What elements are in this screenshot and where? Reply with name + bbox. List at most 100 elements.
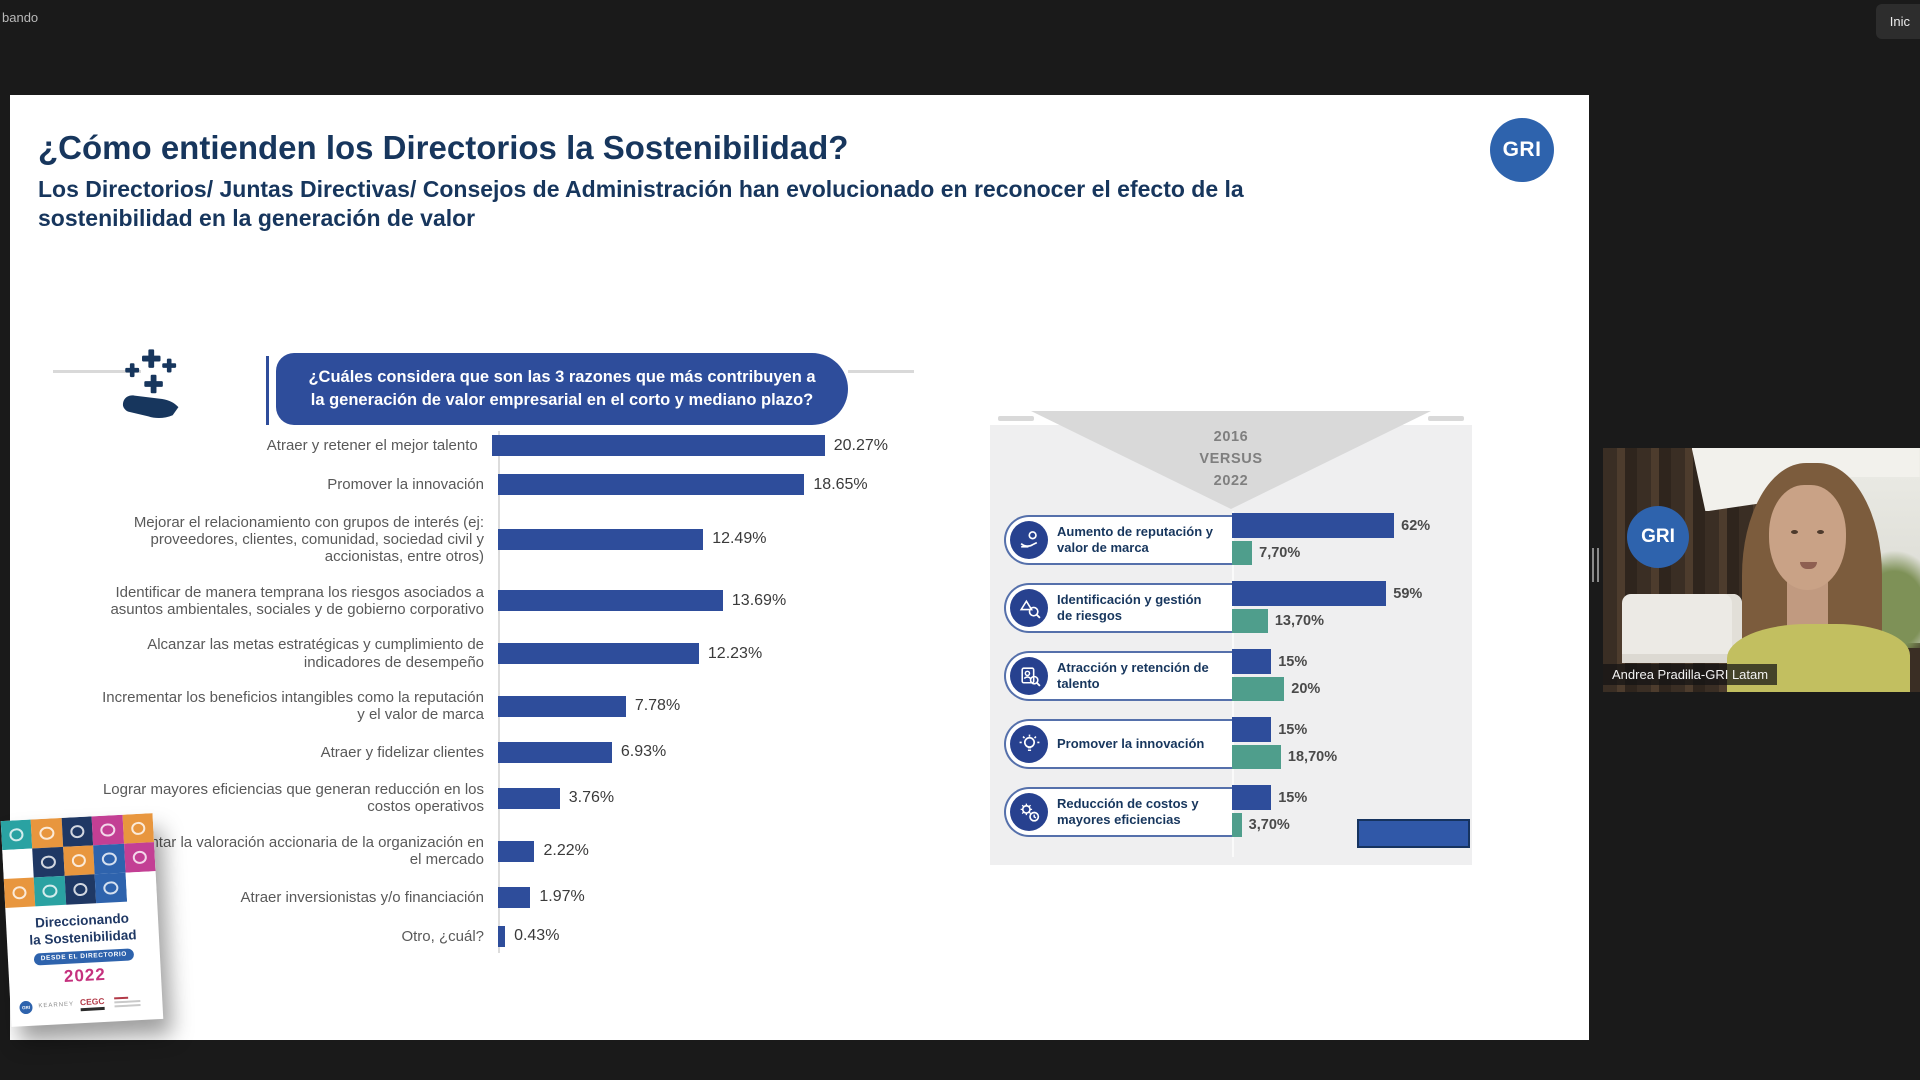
bar — [1232, 649, 1272, 674]
report-cover: Direccionando la Sostenibilidad DESDE EL… — [0, 813, 164, 1027]
category-pill: Identificación y gestión de riesgos — [1004, 583, 1232, 633]
bar-row: Alcanzar las metas estratégicas y cumpli… — [98, 636, 888, 671]
bar-row-2022: 20% — [1232, 677, 1320, 701]
risk-magnifier-icon — [1010, 589, 1048, 627]
bar-row-2022: 3,70% — [1232, 813, 1307, 837]
bar — [498, 741, 612, 763]
bar-value: 3.76% — [568, 789, 615, 807]
comparison-panel: 2016 VERSUS 2022 Aumento de reputación y… — [990, 411, 1472, 865]
bar-value: 15% — [1278, 789, 1308, 806]
participant-name-label: Andrea Pradilla-GRI Latam — [1603, 664, 1778, 685]
mosaic-tile — [91, 814, 124, 846]
bar-pair: 15% 18,70% — [1232, 717, 1337, 769]
accent-bar — [266, 356, 269, 425]
bar — [1232, 581, 1387, 606]
bar-value: 3,70% — [1248, 817, 1290, 833]
participant-video[interactable]: GRI Andrea Pradilla-GRI Latam — [1603, 448, 1920, 692]
hand-plus-icon — [116, 347, 190, 421]
bar-value: 18.65% — [813, 475, 868, 493]
kearney-logo: KEARNEY — [38, 1001, 75, 1010]
bar-row: Promover la innovación 18.65% — [98, 474, 888, 496]
category-pill: Atracción y retención de talento — [1004, 651, 1232, 701]
gri-logo: GRI — [1490, 118, 1554, 182]
cover-year: 2022 — [63, 964, 107, 986]
bar — [498, 787, 560, 809]
bar-value: 0.43% — [514, 927, 560, 945]
comparison-row: Aumento de reputación y valor de marca 62… — [990, 513, 1472, 569]
bar-value: 1.97% — [539, 888, 585, 906]
mosaic-tile — [32, 846, 65, 878]
bar-row: Otro, ¿cuál? 0.43% — [98, 925, 888, 947]
comparison-row: Reducción de costos y mayores eficiencia… — [990, 785, 1472, 841]
bar — [498, 840, 535, 862]
chart-axis — [498, 431, 500, 953]
bar-label: Identificar de manera temprana los riesg… — [110, 583, 484, 618]
bar-row-2016: 15% — [1232, 649, 1320, 674]
bar — [1232, 677, 1285, 701]
comparison-row: Promover la innovación 15% 18,70% — [990, 717, 1472, 773]
cover-mosaic — [0, 813, 158, 908]
mosaic-tile — [123, 842, 156, 873]
bar-label: Alcanzar las metas estratégicas y cumpli… — [147, 636, 484, 671]
bar — [498, 528, 704, 550]
speaker-eye — [1790, 529, 1798, 534]
bar — [1232, 745, 1281, 769]
slide-title: ¿Cómo entienden los Directorios la Soste… — [38, 129, 849, 166]
bar-label: Atraer y fidelizar clientes — [320, 743, 484, 761]
bar-label: Atraer y retener el mejor talento — [266, 436, 478, 454]
bar-value: 2.22% — [543, 842, 589, 860]
bar-label: Promover la innovación — [327, 476, 484, 494]
bar — [498, 886, 531, 908]
category-pill: Aumento de reputación y valor de marca — [1004, 515, 1232, 565]
mosaic-tile — [2, 848, 35, 880]
bar-value: 15% — [1278, 653, 1308, 670]
cegc-logo: CEGC — [79, 995, 105, 1012]
bar — [491, 435, 825, 456]
bar-row: Lograr mayores eficiencias que generan r… — [98, 781, 888, 816]
bar-label: Mejorar el relacionamiento con grupos de… — [133, 513, 484, 566]
bar-value: 13.69% — [731, 591, 787, 609]
bar-value: 6.93% — [620, 743, 667, 761]
category-label: Atracción y retención de talento — [1057, 660, 1209, 691]
bar-row: Atraer inversionistas y/o financiación 1.… — [98, 886, 888, 908]
recording-indicator: bando — [2, 10, 39, 25]
mosaic-tile — [3, 877, 36, 908]
mosaic-tile — [125, 871, 158, 902]
gri-logo-wall: GRI — [1627, 506, 1689, 568]
bar-row-2016: 15% — [1232, 785, 1307, 810]
bar-row: Aumentar la valoración accionaria de la … — [98, 834, 888, 869]
slide-subtitle: Los Directorios/ Juntas Directivas/ Cons… — [38, 176, 1244, 232]
speaker-eye — [1816, 529, 1824, 534]
highlight-annotation — [1357, 819, 1470, 848]
dash-decoration — [998, 416, 1034, 421]
innovation-bulb-icon — [1010, 725, 1048, 763]
home-button[interactable]: Inic — [1875, 4, 1920, 39]
survey-question: ¿Cuáles considera que son las 3 razones … — [276, 353, 848, 425]
bar — [1232, 541, 1253, 565]
bar-pair: 15% 20% — [1232, 649, 1320, 701]
bar-pair: 59% 13,70% — [1232, 581, 1422, 633]
bar-value: 15% — [1278, 721, 1308, 738]
bar-value: 20% — [1291, 681, 1321, 697]
shared-slide: GRI ¿Cómo entienden los Directorios la S… — [0, 95, 1589, 1040]
category-label: Identificación y gestión de riesgos — [1057, 592, 1202, 623]
bar-row: Incrementar los beneficios intangibles c… — [98, 689, 888, 724]
mosaic-tile — [0, 819, 33, 851]
bar — [498, 643, 699, 665]
mosaic-tile — [64, 874, 97, 905]
bar-value: 12.23% — [707, 644, 763, 662]
bar — [1232, 813, 1242, 837]
bar-value: 20.27% — [833, 436, 888, 454]
cover-logos: GRI KEARNEY CEGC — [19, 994, 141, 1014]
bar — [1232, 609, 1268, 633]
panel-resize-handle[interactable] — [1592, 548, 1599, 582]
versus-heading: 2016 VERSUS 2022 — [1199, 429, 1263, 489]
mosaic-tile — [62, 845, 95, 876]
comparison-row: Atracción y retención de talento 15% 20% — [990, 649, 1472, 705]
bar — [498, 695, 626, 717]
bar-value: 13,70% — [1274, 613, 1325, 629]
bar-value: 7.78% — [634, 697, 681, 715]
speaker-mouth — [1799, 562, 1817, 570]
bar — [1232, 785, 1272, 810]
